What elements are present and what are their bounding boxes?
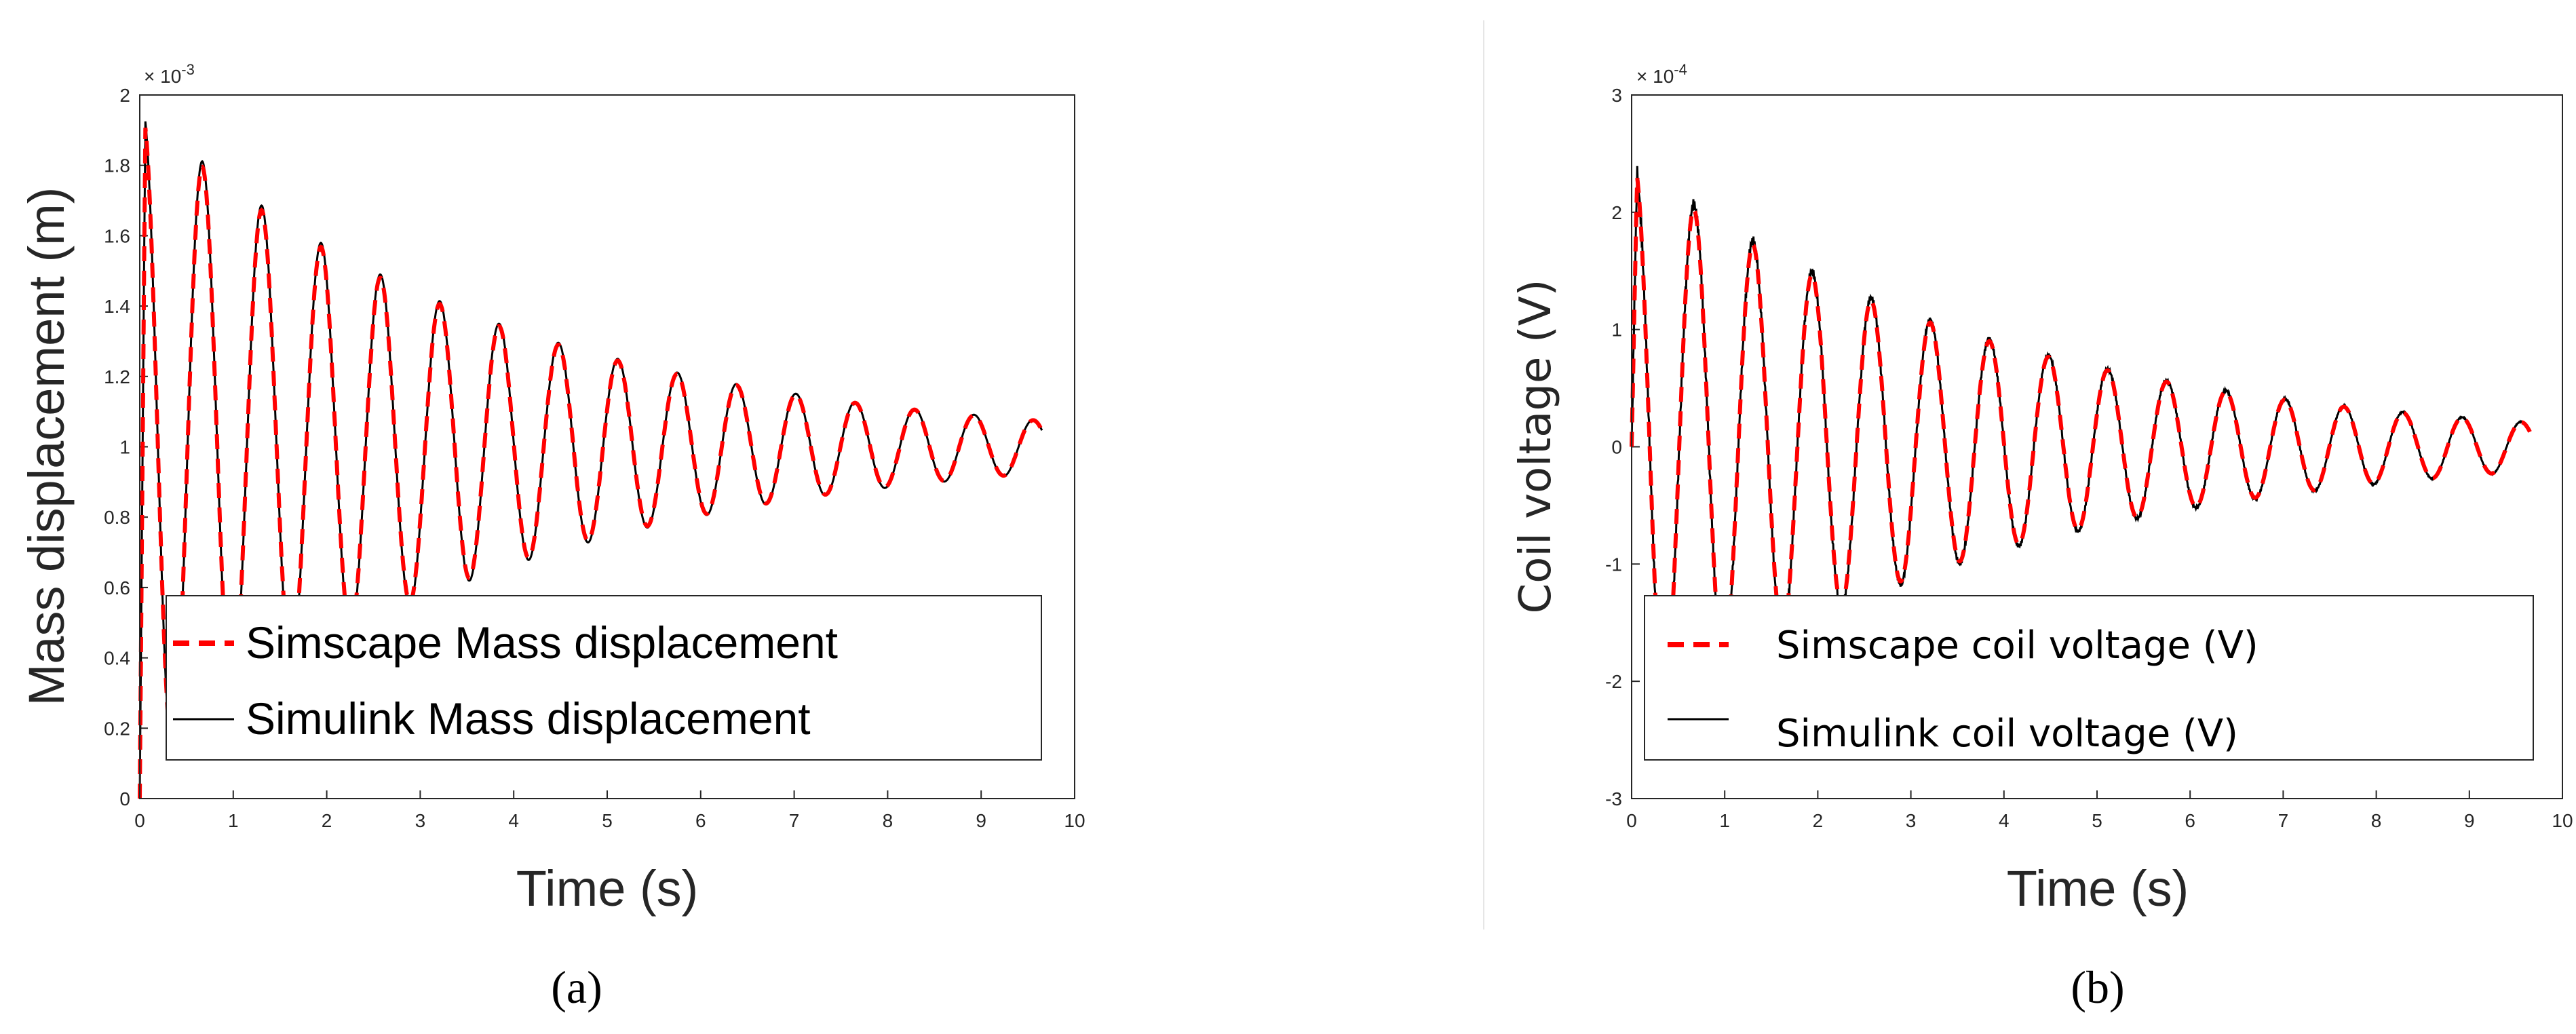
panel-b: 0 1 2 3 4 5 6 7 8 9 10 -3 -2 -1 0 1 2 3 × 10-4 Time (s) C…: [1511, 61, 2573, 1013]
a-ytick-label: 1: [119, 437, 130, 458]
a-xtick-label: 9: [976, 810, 986, 831]
a-scale-label: × 10-3: [144, 61, 195, 87]
b-legend: Simscape coil voltage (V) Simulink coil …: [1644, 595, 2534, 761]
a-legend: Simscape Mass displacement Simulink Mass…: [166, 595, 1042, 761]
a-ytick-label: 0.2: [104, 718, 130, 739]
b-xtick-label: 1: [1719, 810, 1730, 831]
a-legend-label-simscape: Simscape Mass displacement: [246, 617, 838, 668]
a-ytick-label: 2: [119, 85, 130, 106]
a-legend-label-simulink: Simulink Mass displacement: [246, 693, 811, 744]
a-ytick-label: 0.6: [104, 577, 130, 598]
a-ytick-label: 1.6: [104, 225, 130, 246]
a-axes-box: [139, 94, 1075, 799]
a-xtick-label: 0: [134, 810, 145, 831]
b-xtick-label: 5: [2092, 810, 2102, 831]
b-ytick-label: -3: [1605, 788, 1622, 809]
b-xtick-label: 0: [1626, 810, 1637, 831]
b-ytick-label: 1: [1611, 320, 1622, 341]
a-xtick-label: 4: [508, 810, 519, 831]
b-scale-label: × 10-4: [1636, 61, 1687, 87]
a-panel-label: (a): [551, 961, 602, 1013]
b-ylabel: Coil voltage (V): [1511, 280, 1561, 614]
b-xtick-label: 6: [2185, 810, 2195, 831]
b-xtick-label: 10: [2552, 810, 2573, 831]
b-ytick-label: 0: [1611, 437, 1622, 458]
b-xtick-label: 9: [2464, 810, 2475, 831]
b-ticks: 0 1 2 3 4 5 6 7 8 9 10 -3 -2 -1 0 1 2 3: [1605, 85, 2573, 831]
b-legend-label-simulink: Simulink coil voltage (V): [1776, 712, 2238, 756]
b-panel-label: (b): [2071, 961, 2124, 1013]
a-xtick-label: 1: [228, 810, 239, 831]
b-xtick-label: 4: [1999, 810, 2010, 831]
a-xtick-label: 6: [695, 810, 706, 831]
a-ytick-label: 0: [119, 788, 130, 809]
a-ytick-label: 0.8: [104, 507, 130, 528]
b-series-simscape: [1630, 178, 2532, 707]
a-legend-box: [166, 595, 1042, 761]
b-ytick-label: 3: [1611, 85, 1622, 106]
b-xtick-label: 3: [1906, 810, 1917, 831]
b-legend-box: [1644, 595, 2534, 761]
b-ytick-label: -1: [1605, 554, 1622, 575]
a-xtick-label: 3: [415, 810, 426, 831]
b-axes-box: [1631, 94, 2563, 799]
b-xtick-label: 7: [2278, 810, 2289, 831]
panel-a: 0 1 2 3 4 5 6 7 8 9 1000.20.40.60.811.21.41.61.82 …: [18, 61, 1085, 1013]
a-ytick-label: 1.4: [104, 296, 130, 317]
b-ytick-label: -2: [1605, 671, 1622, 692]
a-ytick-label: 1.8: [104, 155, 130, 176]
a-xtick-label: 10: [1064, 810, 1085, 831]
a-ytick-label: 1.2: [104, 366, 130, 387]
a-xtick-label: 2: [322, 810, 332, 831]
a-ytick-label: 0.4: [104, 648, 130, 669]
a-xtick-label: 7: [789, 810, 800, 831]
a-ylabel: Mass displacement (m): [18, 187, 75, 706]
b-xtick-label: 8: [2371, 810, 2382, 831]
b-legend-label-simscape: Simscape coil voltage (V): [1776, 624, 2258, 668]
a-ticks: 0 1 2 3 4 5 6 7 8 9 10 0 0.2 0.4 0.6 0.8 1 1.2 1.4 1.6 1.8 2: [104, 85, 1085, 831]
b-ytick-label: 2: [1611, 202, 1622, 223]
a-xtick-label: 5: [602, 810, 613, 831]
a-xtick-label: 8: [883, 810, 893, 831]
b-xlabel: Time (s): [2007, 860, 2189, 917]
a-xlabel: Time (s): [516, 860, 699, 917]
b-xtick-label: 2: [1813, 810, 1824, 831]
